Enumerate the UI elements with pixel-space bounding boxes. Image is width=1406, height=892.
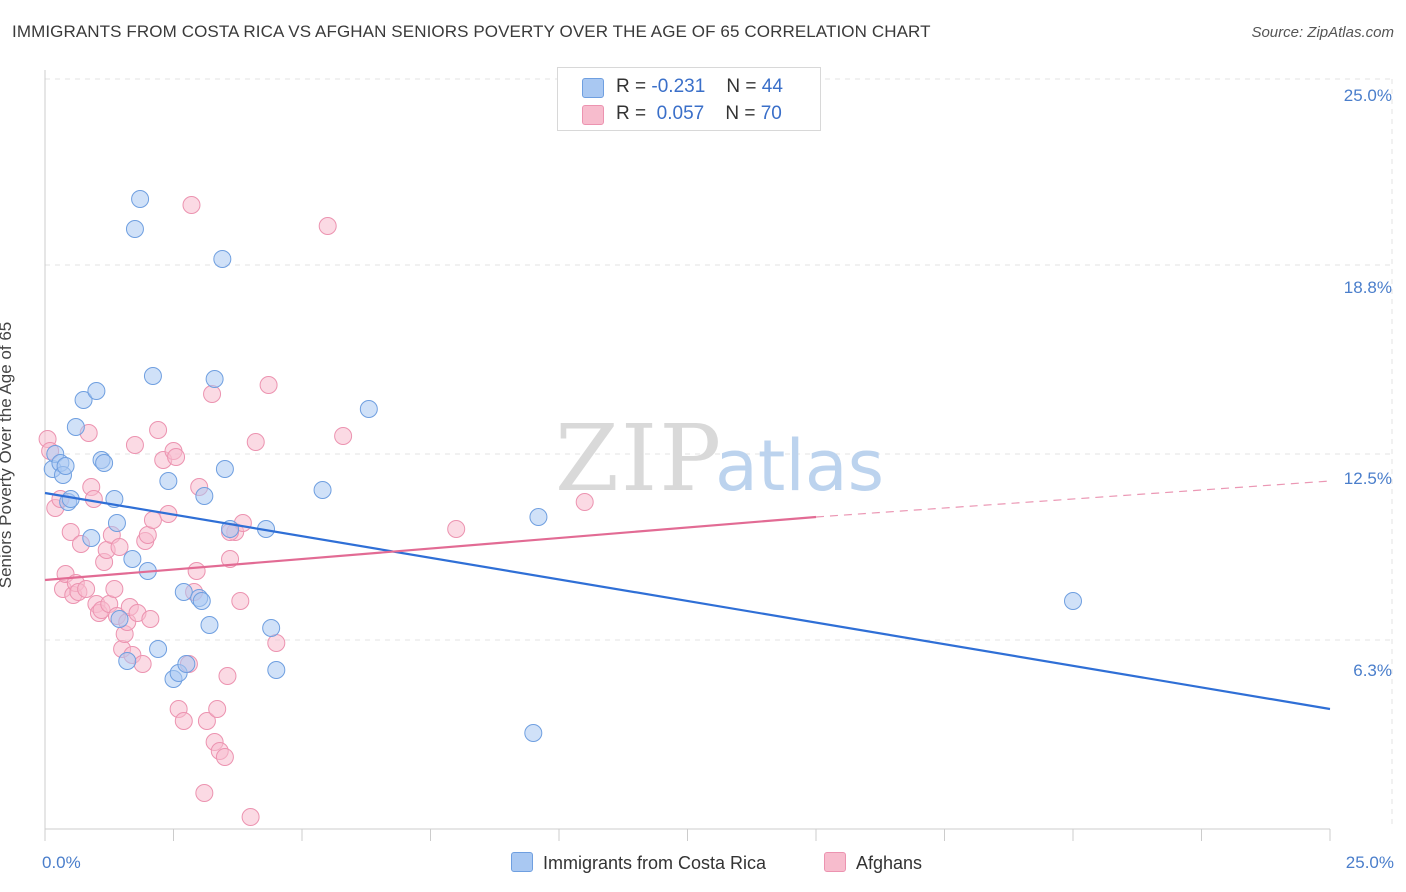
costa-rica-point <box>95 454 114 472</box>
costa-rica-point <box>149 640 168 658</box>
afghans-point <box>133 655 152 673</box>
costa-rica-point <box>107 514 126 532</box>
costa-rica-point <box>195 487 214 505</box>
legend-label: Immigrants from Costa Rica <box>543 853 767 873</box>
y-tick-label: 12.5% <box>1343 469 1392 488</box>
afghans-point <box>77 580 96 598</box>
legend-swatch-pink <box>582 105 604 125</box>
costa-rica-point <box>262 619 281 637</box>
afghans-point <box>221 550 240 568</box>
afghans-point <box>84 490 103 508</box>
costa-rica-point <box>131 190 150 208</box>
afghans-point <box>110 538 129 556</box>
y-tick-label: 25.0% <box>1343 86 1392 105</box>
costa-rica-point <box>205 370 224 388</box>
afghans-point <box>208 700 227 718</box>
afghans-point <box>195 784 214 802</box>
costa-rica-point <box>143 367 162 385</box>
costa-rica-point <box>215 460 234 478</box>
afghans-point <box>267 634 286 652</box>
legend-r-value: 0.057 <box>656 103 705 124</box>
costa-rica-point <box>177 655 196 673</box>
costa-rica-point <box>524 724 543 742</box>
costa-rica-point <box>529 508 548 526</box>
legend-swatch-blue <box>582 78 604 98</box>
afghans-point <box>447 520 466 538</box>
source-label: Source: ZipAtlas.com <box>1251 24 1394 41</box>
afghans-point <box>241 808 260 826</box>
afghans-point <box>141 610 160 628</box>
legend-r-label: R = <box>616 76 647 97</box>
afghans-point <box>231 592 250 610</box>
afghans-trendline <box>44 515 817 582</box>
afghans-point <box>246 433 265 451</box>
legend-r-label: R = <box>616 103 647 124</box>
afghans-point <box>182 196 201 214</box>
x-tick-label: 25.0% <box>1345 853 1394 872</box>
legend-n-value: 44 <box>761 76 783 97</box>
afghans-point <box>203 385 222 403</box>
costa-rica-point <box>82 529 101 547</box>
y-tick-label: 18.8% <box>1343 278 1392 297</box>
afghans-point <box>125 436 144 454</box>
costa-rica-point <box>200 616 219 634</box>
afghans-point <box>105 580 124 598</box>
afghans-point <box>218 667 237 685</box>
costa-rica-point <box>74 391 93 409</box>
costa-rica-point <box>87 382 106 400</box>
bottom-legend-afghans: Afghans <box>824 852 922 874</box>
y-tick-label: 6.3% <box>1353 661 1392 680</box>
afghans-point <box>138 526 157 544</box>
costa-rica-point <box>66 418 85 436</box>
watermark-atlas: atlas <box>715 425 884 507</box>
legend-n-value: 70 <box>760 103 782 124</box>
afghans-point <box>318 217 337 235</box>
afghans-point <box>215 748 234 766</box>
afghans-point <box>167 448 186 466</box>
costa-rica-point <box>174 583 193 601</box>
costa-rica-point <box>110 610 129 628</box>
costa-rica-point <box>56 457 75 475</box>
costa-rica-point <box>125 220 144 238</box>
x-tick-label: 0.0% <box>42 853 81 872</box>
costa-rica-point <box>192 592 211 610</box>
costa-rica-point <box>267 661 286 679</box>
correlation-legend: R = -0.231 N = 44 R = 0.057 N = 70 <box>557 67 821 131</box>
afghans-point <box>334 427 353 445</box>
legend-n-label: N = <box>725 103 756 124</box>
costa-rica-point <box>213 250 232 268</box>
costa-rica-trendline <box>44 491 1331 711</box>
afghans-trendline-extension <box>815 480 1331 518</box>
costa-rica-point <box>359 400 378 418</box>
legend-label: Afghans <box>856 853 923 873</box>
costa-rica-point <box>159 472 178 490</box>
chart-title: IMMIGRANTS FROM COSTA RICA VS AFGHAN SEN… <box>12 22 931 41</box>
legend-swatch-blue <box>511 852 533 872</box>
costa-rica-point <box>123 550 142 568</box>
afghans-point <box>174 712 193 730</box>
bottom-legend-costa-rica: Immigrants from Costa Rica <box>511 852 766 874</box>
legend-swatch-pink <box>824 852 846 872</box>
afghans-point <box>61 523 80 541</box>
afghans-point <box>575 493 594 511</box>
afghans-point <box>259 376 278 394</box>
legend-r-value: -0.231 <box>651 76 706 97</box>
afghans-point <box>149 421 168 439</box>
costa-rica-point <box>313 481 332 499</box>
costa-rica-point <box>1064 592 1082 610</box>
afghans-point <box>197 712 216 730</box>
costa-rica-point <box>118 652 137 670</box>
legend-n-label: N = <box>726 76 757 97</box>
afghans-point <box>187 562 206 580</box>
afghans-point <box>143 511 162 529</box>
